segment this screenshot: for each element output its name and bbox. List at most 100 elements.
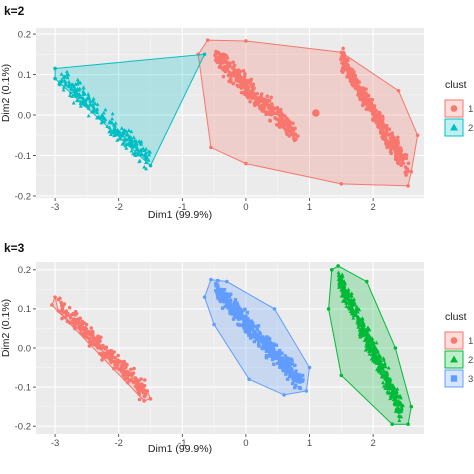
cluster-1-point (270, 103, 274, 107)
cluster-1-point (87, 344, 92, 348)
x-axis-label: Dim1 (99.9%) (148, 443, 212, 455)
cluster-2-point (365, 344, 370, 349)
cluster-2-point (117, 136, 122, 141)
cluster-3-point (222, 288, 227, 292)
cluster-3-point (267, 347, 271, 351)
cluster-1-point (262, 100, 266, 104)
cluster-3-point (243, 317, 247, 321)
cluster-3-point (230, 306, 234, 310)
cluster-3-point (288, 365, 292, 370)
cluster-1-point (285, 132, 289, 137)
cluster-2-point (109, 119, 114, 124)
cluster-1-point (274, 122, 279, 127)
cluster-3-point (227, 298, 232, 303)
cluster-1-point (67, 305, 72, 310)
cluster-2-point (129, 138, 134, 143)
cluster-2-point (147, 152, 152, 157)
cluster-2-point (110, 116, 115, 121)
cluster-1-point (255, 91, 260, 96)
cluster-1-point (236, 84, 241, 89)
cluster-3-point (257, 344, 261, 348)
cluster-2-point (65, 69, 70, 74)
cluster-2-point (386, 391, 391, 395)
cluster-2-point (375, 359, 380, 364)
cluster-2-point (365, 325, 370, 330)
cluster-2-point (67, 93, 72, 97)
cluster-1-point (391, 139, 395, 143)
cluster-3-point (254, 334, 259, 339)
cluster-1-point (113, 363, 117, 367)
cluster-1-point (91, 338, 95, 342)
cluster-1-point (248, 99, 252, 104)
cluster-1-point (97, 351, 102, 356)
cluster-2-point (78, 104, 83, 108)
cluster-1-point (269, 95, 273, 100)
cluster-1-point (358, 96, 362, 100)
cluster-2-point (88, 102, 93, 107)
cluster-3-point (273, 356, 277, 361)
cluster-1-point (74, 318, 79, 323)
cluster-1-centroid (312, 109, 320, 117)
cluster-3-point (280, 351, 284, 355)
cluster-2-point (372, 353, 377, 358)
cluster-2-point (369, 338, 374, 343)
cluster-1-point (129, 367, 133, 372)
y-axis-label: Dim2 (0.1%) (0, 64, 12, 122)
cluster-3-point (294, 369, 298, 373)
cluster-3-point (267, 354, 271, 358)
cluster-3-point (249, 328, 253, 332)
cluster-content (50, 264, 414, 427)
cluster-1-point (350, 78, 355, 82)
cluster-1-point (368, 98, 372, 103)
cluster-3-point (228, 292, 233, 296)
cluster-3-point (275, 361, 280, 366)
cluster-1-point (254, 99, 259, 104)
cluster-3-point (246, 331, 251, 335)
cluster-1-point (59, 300, 63, 305)
cluster-1-point (246, 85, 251, 89)
cluster-3-point (274, 353, 278, 357)
cluster-2-point (339, 274, 344, 279)
cluster-1-point (104, 345, 109, 349)
cluster-2-point (71, 100, 76, 105)
cluster-3-point (287, 368, 291, 372)
cluster-1-point (86, 331, 91, 336)
cluster-3-point (286, 356, 290, 361)
cluster-3-point (249, 332, 254, 337)
scatter-panel-k3: -3 -2 -1 0 1 2 -0.2 -0.1 0.0 0.1 0.2 Dim1 (99.9%) Di… (0, 262, 473, 455)
cluster-2-point (123, 129, 128, 133)
cluster-2-point (373, 347, 378, 352)
cluster-2-point (396, 394, 401, 399)
cluster-1-point (396, 159, 400, 163)
cluster-3-point (247, 333, 251, 337)
cluster-3-point (245, 321, 249, 325)
legend-label-2: 2 (468, 123, 473, 134)
cluster-2-point (138, 152, 143, 157)
cluster-1-point (65, 311, 70, 316)
cluster-3-point (220, 306, 225, 310)
cluster-2-point (373, 345, 378, 350)
cluster-1-point (402, 155, 406, 160)
cluster-1-point (220, 57, 225, 62)
cluster-2-point (350, 306, 355, 310)
cluster-3-point (300, 379, 305, 383)
cluster-1-point (77, 317, 81, 321)
cluster-3-point (249, 325, 254, 330)
cluster-2-point (372, 343, 377, 347)
legend-marker-1 (450, 105, 458, 112)
cluster-2-point (382, 373, 387, 378)
cluster-2-point (381, 383, 386, 388)
cluster-1-point (251, 82, 256, 87)
cluster-1-point (220, 66, 224, 70)
cluster-2-point (130, 145, 135, 149)
cluster-2-point (76, 80, 81, 84)
cluster-3-point (291, 377, 296, 382)
cluster-3-point (265, 335, 269, 339)
cluster-1-point (216, 50, 220, 55)
cluster-2-point (86, 96, 91, 101)
cluster-2-point (352, 297, 357, 301)
cluster-2-point (367, 351, 372, 356)
cluster-3-point (256, 324, 261, 328)
cluster-1-point (280, 118, 284, 123)
